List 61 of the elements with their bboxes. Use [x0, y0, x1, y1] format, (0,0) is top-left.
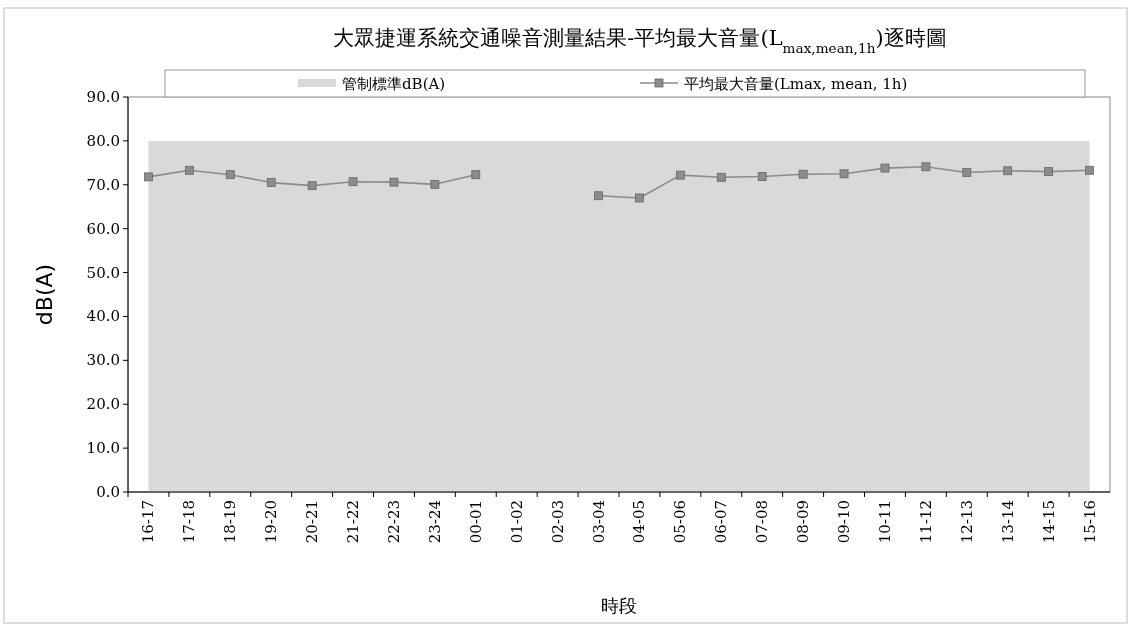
point [225, 170, 235, 180]
point [798, 169, 808, 179]
point [307, 181, 317, 191]
point [716, 172, 726, 182]
chart-title: 大眾捷運系統交通噪音測量結果-平均最大音量(L$_{max,mean,1h}$)逐時圖 [333, 26, 947, 56]
x-axis-title: 時段 [601, 595, 637, 616]
point [635, 193, 644, 203]
y-tick-label: 10.0 [86, 439, 120, 458]
point [962, 168, 972, 177]
x-tick-label: 10-11 [875, 500, 894, 544]
y-tick-label: 40.0 [86, 307, 120, 326]
x-tick-label: 15-16 [1080, 500, 1099, 544]
x-tick-label: 13-14 [998, 500, 1017, 544]
x-tick-label: 09-10 [835, 500, 854, 544]
x-tick-label: 21-22 [344, 500, 363, 544]
point [389, 177, 399, 187]
x-tick-label: 19-20 [262, 500, 281, 544]
x-tick-label: 07-08 [753, 500, 772, 544]
x-tick-label: 23-24 [425, 500, 444, 544]
x-tick-label: 08-09 [794, 500, 813, 544]
x-tick-label: 02-03 [548, 500, 567, 544]
point [1044, 167, 1054, 177]
x-tick-label: 03-04 [589, 500, 608, 544]
point [839, 169, 849, 179]
point [430, 179, 440, 189]
x-tick-label: 18-19 [221, 500, 240, 544]
x-tick-label: 11-12 [916, 500, 935, 544]
point [348, 177, 358, 187]
point [594, 191, 603, 201]
y-tick-label: 20.0 [86, 395, 120, 414]
y-tick-label: 50.0 [86, 263, 120, 282]
point [675, 170, 685, 180]
legend-label: 平均最大音量(Lmax, mean, 1h) [684, 75, 908, 93]
x-tick-label: 17-18 [180, 500, 199, 544]
legend-label: 管制標準dB(A) [342, 75, 446, 93]
y-tick-label: 70.0 [86, 175, 120, 194]
y-tick-label: 30.0 [86, 351, 120, 370]
point [471, 170, 481, 180]
y-tick-label: 90.0 [86, 88, 120, 106]
x-tick-label: 22-23 [384, 500, 403, 544]
y-tick-label: 0.0 [96, 483, 120, 501]
point [757, 172, 767, 181]
x-tick-label: 16-17 [139, 500, 158, 544]
x-tick-label: 06-07 [712, 500, 731, 544]
y-tick-label: 80.0 [86, 131, 120, 150]
x-tick-label: 14-15 [1039, 500, 1058, 544]
x-tick-label: 00-01 [466, 500, 485, 544]
x-tick-label: 05-06 [671, 500, 690, 544]
point [184, 165, 194, 175]
x-tick-label: 04-05 [630, 500, 649, 544]
point [266, 178, 276, 187]
point [144, 172, 153, 182]
point [1085, 165, 1094, 175]
point [1003, 166, 1013, 176]
point [880, 163, 890, 173]
y-axis-title: dB(A) [32, 263, 57, 326]
y-tick-label: 60.0 [86, 219, 120, 238]
x-tick-label: 01-02 [507, 500, 526, 544]
x-tick-label: 12-13 [957, 500, 976, 544]
x-tick-label: 20-21 [303, 500, 322, 544]
point [921, 162, 931, 172]
